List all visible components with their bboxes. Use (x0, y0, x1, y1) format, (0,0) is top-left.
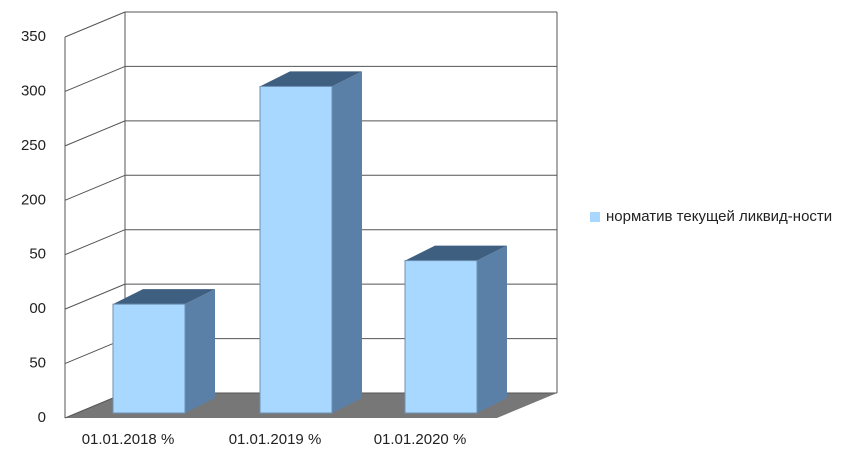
legend-label: норматив текущей ликвид-ности (606, 208, 833, 225)
bar (404, 260, 478, 414)
x-tick-label: 01.01.2018 % (82, 431, 175, 448)
grid-line (64, 174, 126, 201)
y-tick-label: 350 (21, 28, 46, 45)
y-tick-label: 00 (29, 300, 46, 317)
grid-line (64, 229, 126, 256)
bar (259, 85, 333, 414)
grid-line (64, 283, 126, 310)
grid-line (64, 11, 126, 38)
y-tick-label: 300 (21, 82, 46, 99)
bar-top (405, 245, 507, 261)
bar-side (332, 71, 362, 413)
x-tick-label: 01.01.2020 % (374, 431, 467, 448)
y-tick-label: 250 (21, 137, 46, 154)
bar-top (113, 289, 215, 305)
y-tick-label: 0 (38, 409, 46, 426)
y-tick-label: 50 (29, 246, 46, 263)
x-tick-label: 01.01.2019 % (229, 431, 322, 448)
bar-side (185, 289, 215, 413)
bar-side (477, 245, 507, 413)
y-tick-label: 200 (21, 191, 46, 208)
grid-line (64, 120, 126, 147)
grid-line (64, 65, 126, 92)
y-tick-label: 50 (29, 355, 46, 372)
legend-swatch (590, 212, 600, 222)
bar (112, 303, 186, 414)
bar-top (260, 71, 362, 87)
legend: норматив текущей ликвид-ности (590, 207, 840, 227)
